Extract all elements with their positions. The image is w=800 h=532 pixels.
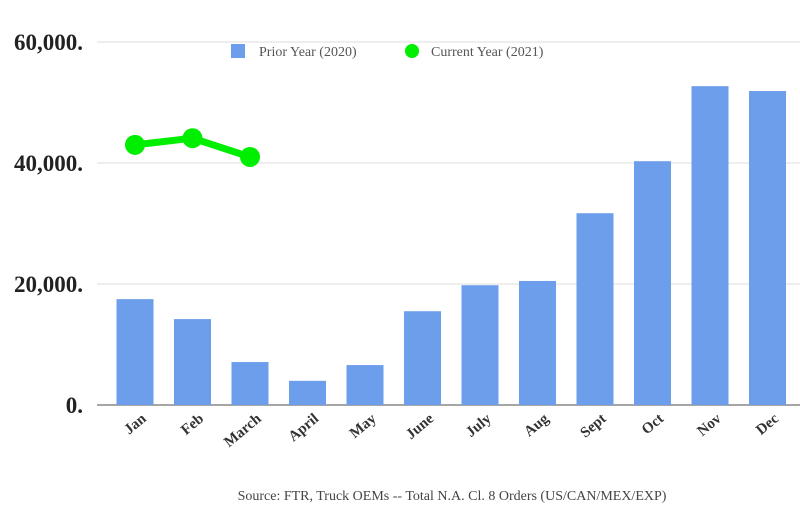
bar-dec xyxy=(749,91,786,405)
x-tick-label: Sept xyxy=(578,411,610,441)
bar-feb xyxy=(174,319,211,405)
bar-nov xyxy=(691,86,729,405)
bar-march xyxy=(231,362,269,405)
x-tick-label: Dec xyxy=(753,411,782,439)
x-tick-label: May xyxy=(347,410,380,441)
current-year-point xyxy=(125,134,145,155)
bar-jan xyxy=(116,299,154,405)
bar-may xyxy=(346,365,384,405)
bar-july xyxy=(461,285,499,405)
y-tick-label: 40,000. xyxy=(14,151,83,176)
current-year-point xyxy=(240,146,260,167)
x-tick-label: Oct xyxy=(639,411,667,438)
legend-swatch-current-year xyxy=(405,44,419,58)
x-tick-label: Aug xyxy=(521,410,552,440)
x-tick-label: March xyxy=(221,410,265,450)
x-tick-label: Nov xyxy=(694,410,724,439)
y-tick-label: 60,000. xyxy=(14,30,83,55)
legend-label-prior-year: Prior Year (2020) xyxy=(259,45,357,60)
x-tick-label: Feb xyxy=(178,411,207,439)
y-tick-label: 0. xyxy=(66,393,83,418)
bar-sept xyxy=(576,213,614,405)
x-tick-label: Jan xyxy=(121,410,150,438)
bar-oct xyxy=(634,161,671,405)
bar-aug xyxy=(519,280,556,405)
x-tick-label: April xyxy=(286,411,322,445)
legend-label-current-year: Current Year (2021) xyxy=(431,45,544,60)
current-year-point xyxy=(182,128,203,149)
legend-swatch-prior-year xyxy=(231,44,245,58)
source-note: Source: FTR, Truck OEMs -- Total N.A. Cl… xyxy=(238,489,667,504)
x-tick-label: July xyxy=(463,410,495,440)
x-tick-label: June xyxy=(403,411,437,443)
bar-june xyxy=(404,311,441,405)
y-tick-label: 20,000. xyxy=(14,272,83,297)
bar-april xyxy=(289,380,326,405)
